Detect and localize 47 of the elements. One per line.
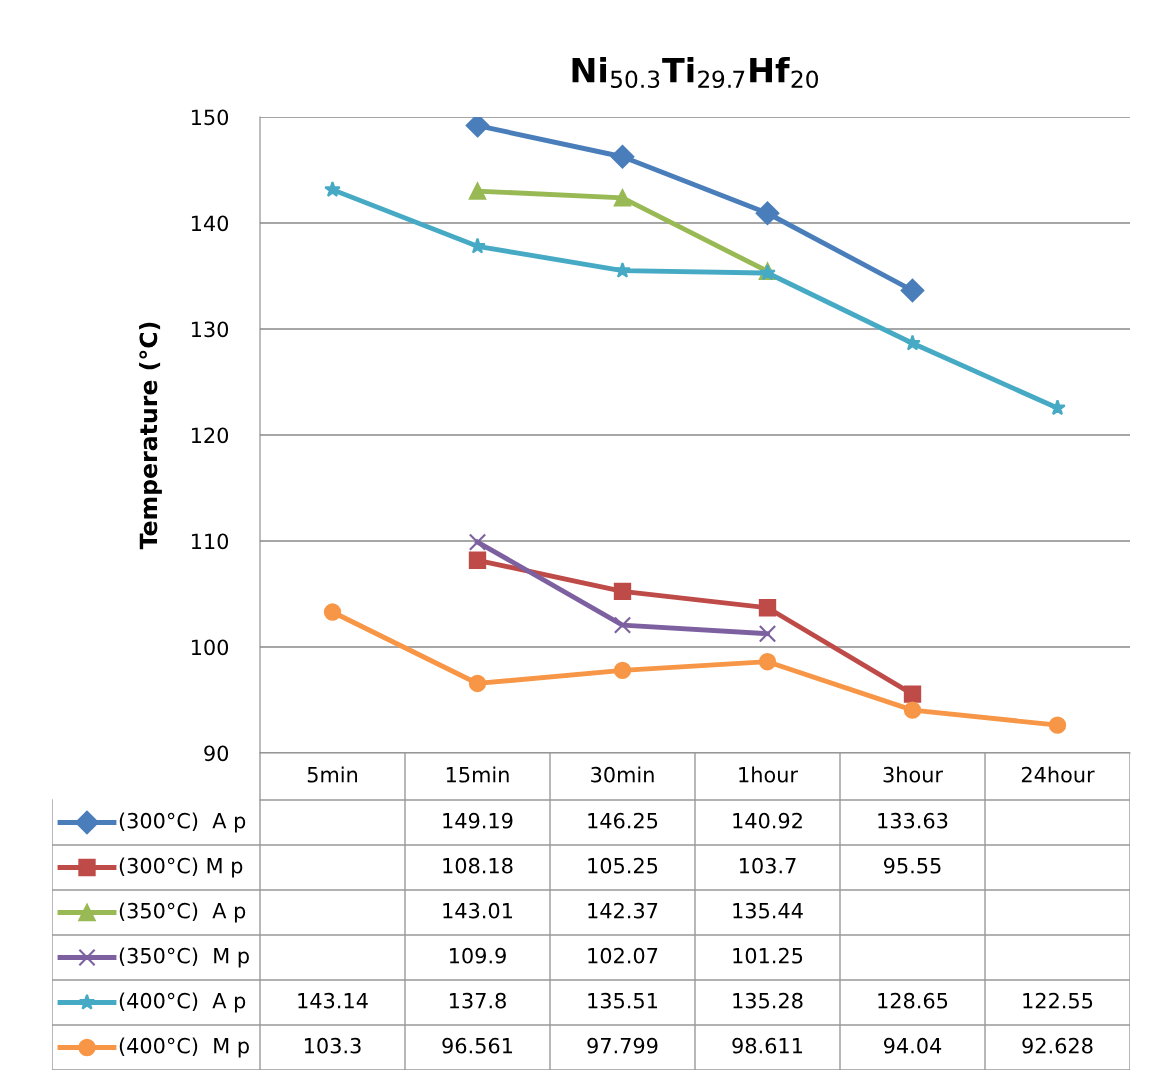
y-tick-label: 110	[191, 533, 229, 550]
y-tick-label: 150	[191, 109, 229, 126]
legend-label: (300°C) M p	[119, 857, 243, 878]
legend-label: (300°C) A p	[119, 812, 246, 833]
legend-label: (350°C) M p	[119, 947, 249, 968]
x-tick-label: 1hour	[739, 766, 798, 783]
y-tick-label: 140	[191, 215, 229, 232]
y-tick-label: 120	[191, 427, 229, 444]
data-label: 135.44	[733, 902, 803, 919]
data-label: 143.14	[298, 992, 368, 1009]
data-label: 137.8	[449, 992, 506, 1009]
x-tick-label: 15min	[446, 766, 509, 783]
legend-label: (350°C) A p	[119, 902, 246, 923]
data-label: 97.799	[587, 1037, 658, 1054]
data-label: 92.628	[1022, 1037, 1093, 1054]
data-label: 122.55	[1023, 992, 1093, 1009]
y-tick-label: 90	[204, 745, 229, 762]
x-tick-label: 3hour	[883, 766, 943, 783]
data-label: 146.25	[588, 812, 658, 829]
x-tick-label: 30min	[591, 766, 654, 783]
data-label: 142.37	[588, 902, 658, 919]
data-label: 135.28	[733, 992, 803, 1009]
data-label: 128.65	[878, 992, 948, 1009]
data-label: 94.04	[883, 1037, 942, 1054]
data-label: 140.92	[733, 812, 802, 829]
legend-label: (400°C) A p	[119, 992, 246, 1013]
data-label: 135.51	[588, 992, 658, 1009]
data-label: 105.25	[588, 857, 658, 874]
data-label: 103.7	[739, 857, 796, 874]
y-tick-label: 100	[191, 639, 229, 656]
data-label: 96.561	[442, 1037, 513, 1054]
y-tick-label: 130	[191, 321, 229, 338]
legend-label: (400°C) M p	[119, 1037, 249, 1058]
data-label: 101.25	[733, 947, 803, 964]
data-label: 149.19	[443, 812, 513, 829]
data-label: 102.07	[588, 947, 658, 964]
x-tick-label: 24hour	[1021, 766, 1095, 783]
data-label: 103.3	[304, 1037, 361, 1054]
chart-title: Ni$_{50.3}$Ti$_{29.7}$Hf$_{20}$	[572, 56, 818, 89]
data-label: 108.18	[443, 857, 513, 874]
x-tick-label: 5min	[307, 766, 357, 783]
data-label: 98.611	[732, 1037, 803, 1054]
data-label: 133.63	[878, 812, 948, 829]
y-axis-title: Temperature (°C)	[139, 322, 162, 550]
data-label: 143.01	[443, 902, 513, 919]
data-label: 109.9	[449, 947, 506, 964]
data-label: 95.55	[883, 857, 941, 874]
